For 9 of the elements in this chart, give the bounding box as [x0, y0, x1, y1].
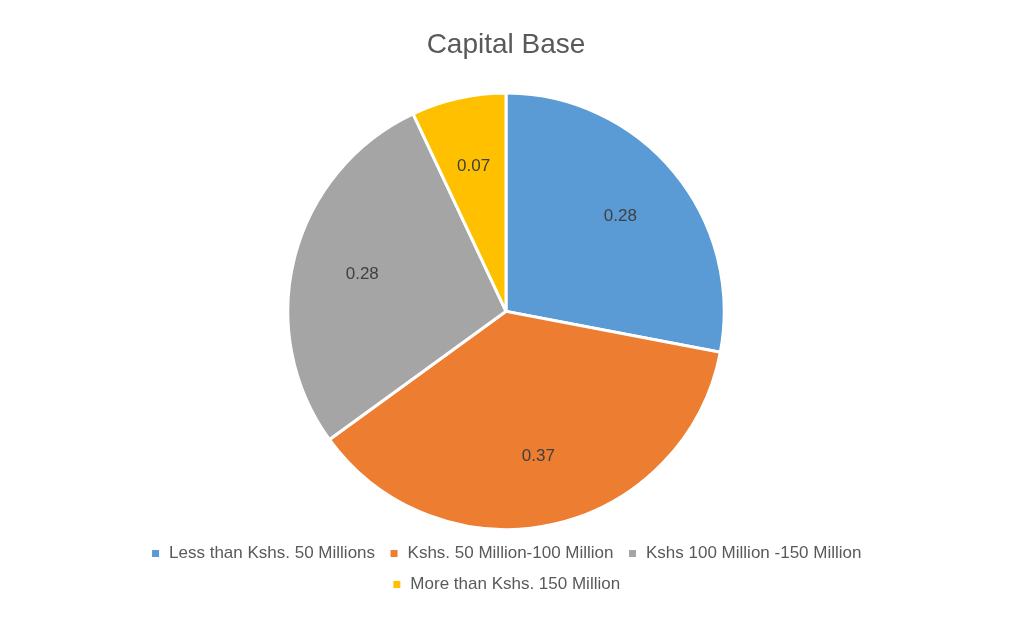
legend-label: More than Kshs. 150 Million	[410, 574, 621, 594]
data-label: 0.28	[345, 264, 379, 284]
chart-title: Capital Base	[426, 27, 586, 59]
legend-label: Kshs 100 Million -150 Million	[646, 543, 862, 563]
legend-label: Kshs. 50 Million-100 Million	[407, 543, 614, 563]
data-label: 0.07	[457, 156, 491, 176]
data-label: 0.37	[521, 445, 555, 465]
legend-label: Less than Kshs. 50 Millions	[169, 543, 376, 563]
data-label: 0.28	[603, 206, 637, 226]
